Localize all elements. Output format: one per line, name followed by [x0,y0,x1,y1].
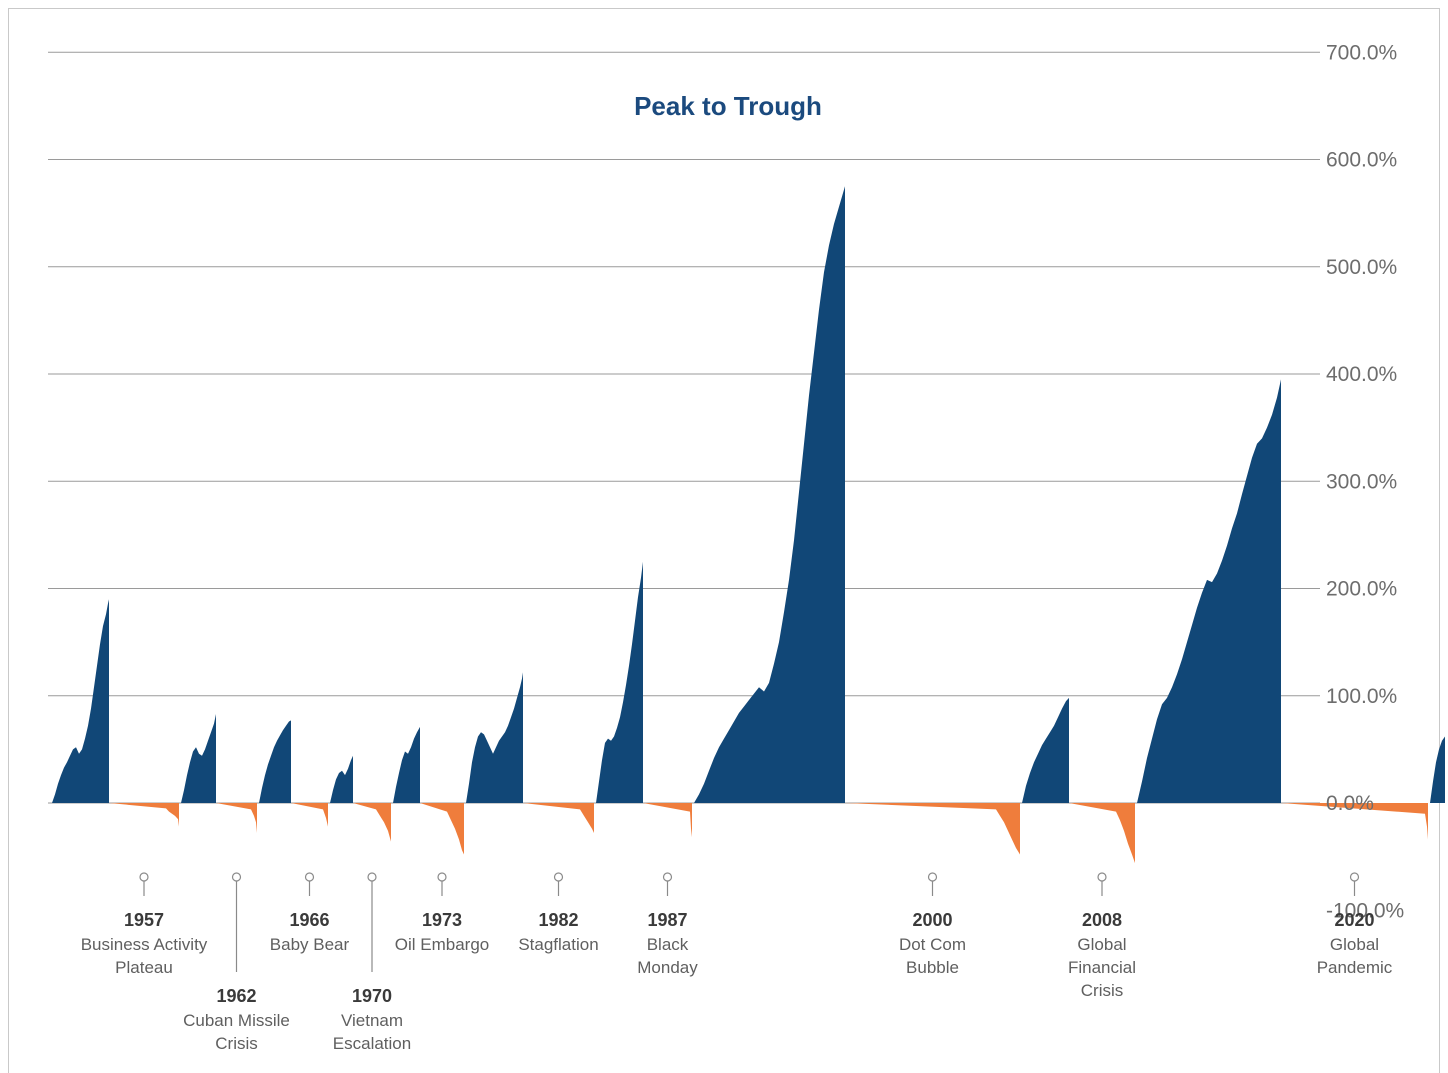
chart-title: Peak to Trough [634,91,822,121]
chart-series [52,186,1445,864]
bull-market-area [694,186,845,804]
y-tick-label: -100.0% [1326,899,1404,922]
bull-market-area [596,561,643,803]
event-year: 2000 [912,910,952,930]
y-tick-label: 700.0% [1326,41,1397,64]
event-year: 1987 [647,910,687,930]
event-year: 1966 [289,910,329,930]
bear-market-area [1069,803,1135,864]
y-tick-label: 600.0% [1326,149,1397,172]
bear-market-area [420,803,464,855]
event-marker [367,872,377,882]
bear-market-area [845,803,1020,855]
y-tick-label: 100.0% [1326,685,1397,708]
event-marker [231,872,242,882]
bear-market-area [1281,803,1428,840]
bear-market-area [216,803,257,833]
y-tick-label: 400.0% [1326,363,1397,386]
bear-market-area [523,803,594,833]
bull-market-area [259,720,291,803]
event-description: Vietnam [341,1011,403,1030]
event-year: 1982 [538,910,578,930]
event-description: Pandemic [1317,958,1393,977]
event-marker [927,872,938,882]
bear-market-area [353,803,391,842]
event-description: Plateau [115,958,173,977]
event-year: 1973 [422,910,462,930]
event-description: Bubble [906,958,959,977]
event-description: Global [1330,935,1379,954]
event-marker [304,872,315,882]
event-marker [1349,872,1360,882]
chart-frame [8,8,1440,1073]
bull-market-area [181,714,216,803]
event-year: 1970 [352,986,392,1006]
event-annotations: 1957 Business Activity Plateau 1962 Cuban Mi… [81,872,1393,1053]
event-description: Financial [1068,958,1136,977]
event-description: Stagflation [518,935,598,954]
event-description: Global [1077,935,1126,954]
event-description: Crisis [1081,981,1124,1000]
event-marker [437,872,447,882]
y-tick-label: 0.0% [1326,792,1374,815]
y-axis-ticks: 700.0% 600.0% 500.0% 400.0% 300.0% 200.0% 100.… [1326,41,1404,922]
event-description: Crisis [215,1034,258,1053]
bull-market-area [393,726,420,803]
bear-market-area [109,803,179,827]
bull-market-area [1430,736,1445,803]
grid-lines [48,51,1320,804]
event-year: 2020 [1334,910,1374,930]
bear-market-area [291,803,328,827]
bull-market-area [1137,379,1281,803]
event-marker [553,872,564,882]
event-description: Baby Bear [270,935,350,954]
event-description: Oil Embargo [395,935,489,954]
event-marker [139,872,149,882]
event-year: 2008 [1082,910,1122,930]
event-description: Escalation [333,1034,411,1053]
event-description: Business Activity [81,935,208,954]
bull-market-area [330,755,353,803]
y-tick-label: 200.0% [1326,578,1397,601]
bull-market-area [1022,697,1069,803]
event-year: 1957 [124,910,164,930]
event-description: Dot Com [899,935,966,954]
event-description: Black [647,935,689,954]
bear-market-area [643,803,692,838]
event-description: Monday [637,958,698,977]
bull-market-area [52,599,109,803]
event-marker [662,872,673,882]
y-tick-label: 300.0% [1326,470,1397,493]
event-marker [1097,872,1107,882]
bull-market-area [466,672,523,803]
event-year: 1962 [216,986,256,1006]
y-tick-label: 500.0% [1326,256,1397,279]
event-description: Cuban Missile [183,1011,290,1030]
